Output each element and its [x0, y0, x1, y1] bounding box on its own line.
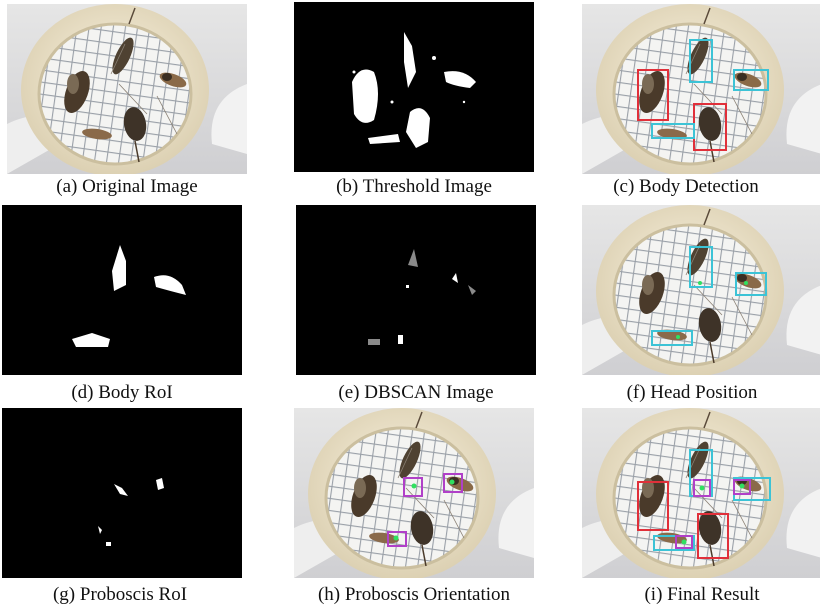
- head-box: [689, 39, 713, 83]
- body-box: [637, 69, 669, 121]
- caption-a: (a) Original Image: [56, 176, 198, 197]
- panel-threshold-image: [294, 2, 534, 172]
- caption-h: (h) Proboscis Orientation: [317, 584, 511, 605]
- caption-i: (i) Final Result: [644, 584, 760, 605]
- panel-proboscis-roi: [2, 408, 242, 578]
- caption-b: (b) Threshold Image: [336, 176, 492, 197]
- panel-proboscis-orientation: [294, 408, 534, 578]
- panel-final-result: [582, 408, 820, 578]
- original-photo: [7, 4, 247, 174]
- panel-head-position: [582, 205, 820, 375]
- caption-e: (e) DBSCAN Image: [338, 382, 494, 403]
- panel-dbscan-image: [296, 205, 536, 375]
- panel-original-image: [7, 4, 247, 174]
- panel-body-roi: [2, 205, 242, 375]
- caption-c: (c) Body Detection: [613, 176, 759, 197]
- caption-f: (f) Head Position: [626, 382, 758, 403]
- panel-body-detection: [582, 4, 820, 174]
- caption-d: (d) Body RoI: [71, 382, 173, 403]
- caption-g: (g) Proboscis RoI: [52, 584, 188, 605]
